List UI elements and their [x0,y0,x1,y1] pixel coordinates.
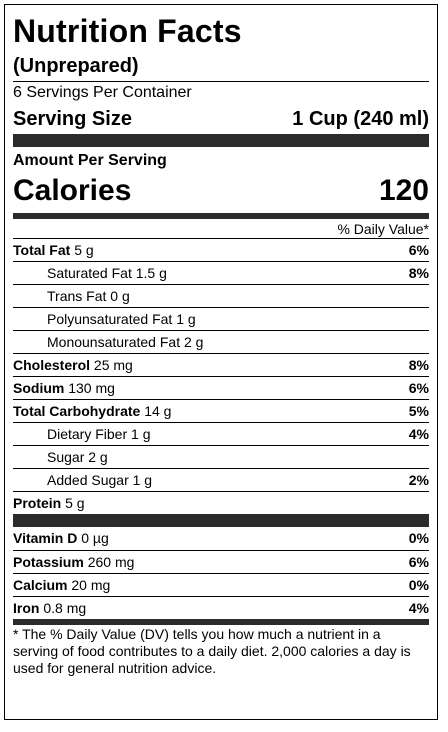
nutrient-row-trans-fat: Trans Fat 0 g [13,284,429,307]
nutrient-amount: 1.5 g [135,264,167,281]
vitamin-amount: 260 mg [87,553,135,570]
vitamin-dv: 6% [408,553,429,570]
medium-divider [13,213,429,219]
nutrient-amount: 2 g [183,333,204,350]
serving-size-label: Serving Size [13,108,132,130]
nutrient-name: Cholesterol [13,356,91,373]
thick-divider [13,134,429,147]
vitamin-row-vitamin-d: Vitamin D 0 µg 0% [13,527,429,550]
nutrient-row-cholesterol: Cholesterol 25 mg 8% [13,353,429,376]
calories-row: Calories 120 [13,174,429,208]
nutrient-row-monounsaturated-fat: Monounsaturated Fat 2 g [13,330,429,353]
vitamin-row-calcium: Calcium 20 mg 0% [13,573,429,596]
nutrient-dv: 2% [408,471,429,488]
nutrient-amount: 130 mg [68,379,115,396]
vitamin-divider [13,514,429,527]
vitamin-dv: 0% [408,530,429,546]
nutrient-row-sodium: Sodium 130 mg 6% [13,376,429,399]
calories-value: 120 [378,174,429,207]
nutrient-row-sugar: Sugar 2 g [13,445,429,468]
servings-per-container: 6 Servings Per Container [13,81,429,103]
nutrient-name: Total Fat [13,241,71,258]
nutrient-amount: 14 g [144,402,172,419]
nutrient-dv: 6% [408,241,429,258]
nutrient-name: Total Carbohydrate [13,402,141,419]
nutrient-amount: 1 g [131,425,151,442]
vitamin-row-potassium: Potassium 260 mg 6% [13,550,429,573]
serving-size-row: Serving Size 1 Cup (240 ml) [13,107,429,131]
amount-per-serving: Amount Per Serving [13,152,167,169]
nutrient-name: Sugar [47,448,85,465]
nutrient-amount: 2 g [88,448,108,465]
nutrient-row-total-carbohydrate: Total Carbohydrate 14 g 5% [13,399,429,422]
nutrient-name: Dietary Fiber [47,425,128,442]
nutrient-name: Sodium [13,379,65,396]
nutrient-name: Polyunsaturated Fat [47,310,173,327]
nutrient-row-protein: Protein 5 g [13,491,429,514]
vitamin-dv: 4% [408,599,429,616]
nutrient-row-polyunsaturated-fat: Polyunsaturated Fat 1 g [13,307,429,330]
serving-size-value: 1 Cup (240 ml) [292,108,429,130]
label-title: Nutrition Facts [13,13,242,49]
daily-value-header: % Daily Value* [337,221,429,237]
vitamin-dv: 0% [408,576,429,593]
vitamin-name: Vitamin D [13,530,78,546]
nutrient-dv: 8% [408,264,429,281]
vitamin-amount: 0.8 mg [43,599,87,616]
nutrient-name: Protein [13,494,62,511]
calories-label: Calories [13,174,132,207]
vitamin-amount: 20 mg [71,576,111,593]
vitamin-name: Calcium [13,576,68,593]
vitamin-row-iron: Iron 0.8 mg 4% [13,596,429,619]
nutrition-facts-label: Nutrition Facts (Unprepared) 6 Servings … [4,4,438,720]
nutrient-dv: 6% [408,379,429,396]
nutrient-dv: 4% [408,425,429,442]
nutrient-name: Monounsaturated Fat [47,333,181,350]
nutrient-name: Added Sugar [47,471,129,488]
nutrient-dv: 8% [408,356,429,373]
nutrient-row-total-fat: Total Fat 5 g 6% [13,238,429,261]
nutrient-dv: 5% [408,402,429,419]
nutrient-amount: 1 g [176,310,196,327]
vitamin-name: Potassium [13,553,84,570]
vitamin-amount: 0 µg [81,530,109,546]
daily-value-footnote: * The % Daily Value (DV) tells you how m… [13,619,429,677]
nutrient-row-dietary-fiber: Dietary Fiber 1 g 4% [13,422,429,445]
nutrient-row-saturated-fat: Saturated Fat 1.5 g 8% [13,261,429,284]
nutrient-amount: 0 g [110,287,130,304]
nutrient-amount: 1 g [132,471,153,488]
nutrient-amount: 5 g [65,494,85,511]
nutrient-amount: 25 mg [93,356,133,373]
nutrient-name: Saturated Fat [47,264,132,281]
nutrient-name: Trans Fat [47,287,107,304]
nutrient-row-added-sugar: Added Sugar 1 g 2% [13,468,429,491]
nutrient-amount: 5 g [74,241,94,258]
label-subtitle: (Unprepared) [13,55,139,77]
vitamin-name: Iron [13,599,40,616]
